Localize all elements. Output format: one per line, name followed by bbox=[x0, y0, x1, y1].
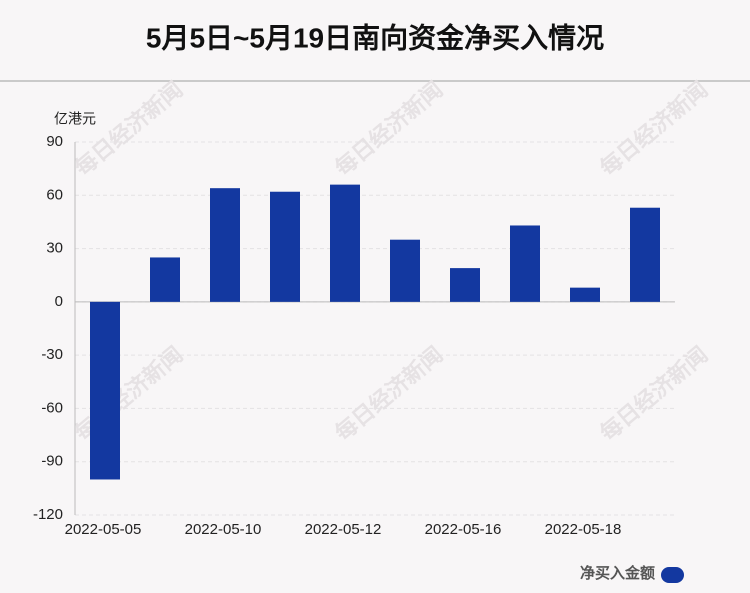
x-tick-label: 2022-05-16 bbox=[425, 521, 502, 538]
x-tick-label: 2022-05-10 bbox=[185, 521, 262, 538]
y-tick-label: -30 bbox=[41, 346, 63, 363]
bar bbox=[90, 301, 120, 480]
bar bbox=[510, 225, 540, 302]
y-tick-label: 90 bbox=[46, 133, 63, 150]
bar bbox=[330, 184, 360, 302]
y-tick-label: -60 bbox=[41, 399, 63, 416]
y-tick-label: 30 bbox=[46, 240, 63, 257]
bar bbox=[570, 287, 600, 302]
bar bbox=[450, 268, 480, 302]
bar bbox=[210, 188, 240, 302]
bar bbox=[150, 257, 180, 302]
legend-swatch bbox=[661, 567, 684, 583]
y-tick-label: 60 bbox=[46, 186, 63, 203]
legend-label: 净买入金额 bbox=[580, 564, 655, 582]
bar bbox=[390, 239, 420, 302]
chart-title: 5月5日~5月19日南向资金净买入情况 bbox=[146, 21, 604, 53]
y-axis-label: 亿港元 bbox=[54, 111, 96, 127]
y-tick-label: -120 bbox=[33, 506, 63, 523]
bar bbox=[630, 207, 660, 302]
y-tick-label: -90 bbox=[41, 453, 63, 470]
x-tick-label: 2022-05-05 bbox=[65, 521, 142, 538]
bar bbox=[270, 191, 300, 302]
y-tick-label: 0 bbox=[55, 293, 63, 310]
x-tick-label: 2022-05-18 bbox=[545, 521, 622, 538]
x-tick-label: 2022-05-12 bbox=[305, 521, 382, 538]
